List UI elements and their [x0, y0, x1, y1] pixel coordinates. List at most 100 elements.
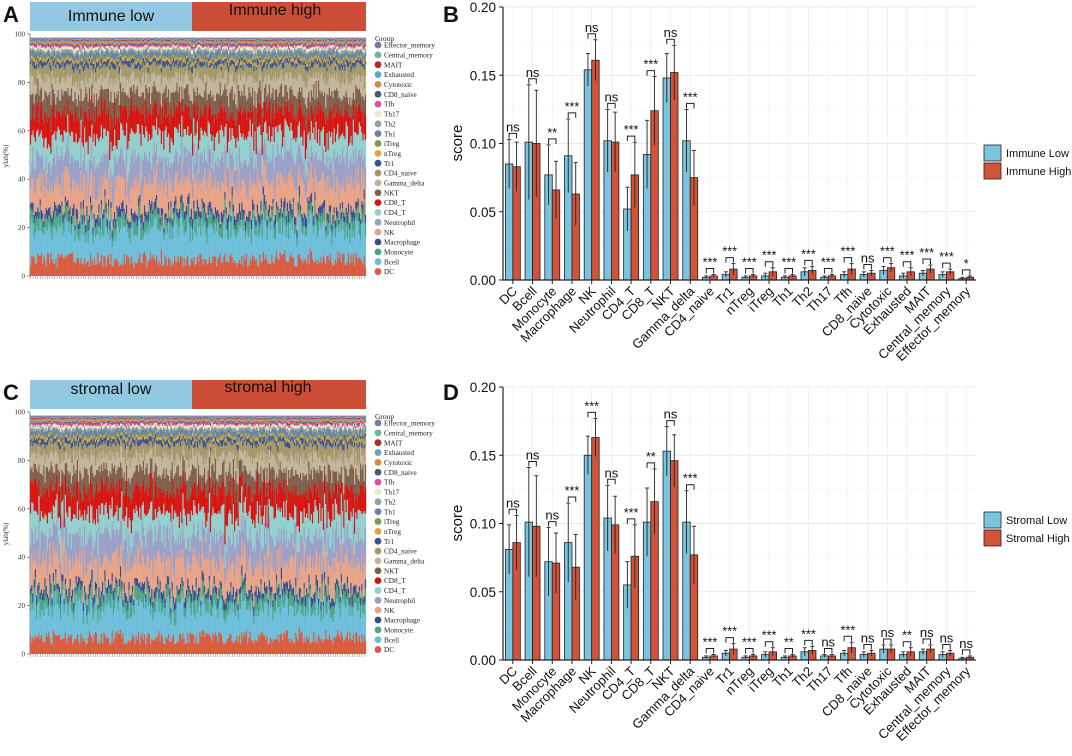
segment-Macrophage — [47, 210, 48, 219]
segment-Central_memory — [220, 39, 221, 40]
segment-NK — [31, 178, 32, 202]
segment-Macrophage — [206, 218, 207, 227]
segment-Bcell — [220, 237, 221, 254]
segment-nTreg — [102, 60, 103, 62]
segment-Tfh — [220, 45, 221, 46]
segment-CD8_naive — [221, 46, 222, 48]
segment-CD4_naive — [268, 64, 269, 76]
segment-CD8_T — [67, 101, 68, 115]
segment-CD4_naive — [245, 62, 246, 76]
segment-Tr1 — [31, 59, 32, 61]
segment-CD8_naive — [160, 44, 161, 45]
segment-NK — [202, 184, 203, 198]
segment-Central_memory — [257, 38, 258, 39]
segment-Macrophage — [216, 211, 217, 218]
segment-nTreg — [48, 57, 49, 59]
segment-Central_memory — [248, 39, 249, 40]
segment-Tfh — [31, 44, 32, 46]
segment-CD4_T — [239, 125, 240, 146]
segment-NK — [215, 177, 216, 207]
segment-MAIT — [186, 40, 187, 41]
segment-Macrophage — [40, 199, 41, 205]
segment-NK — [53, 192, 54, 211]
segment-NKT — [193, 88, 194, 101]
segment-Effector_memory — [61, 38, 62, 39]
segment-Tr1 — [68, 60, 69, 65]
segment-nTreg — [154, 55, 155, 57]
segment-Monocyte — [126, 214, 127, 225]
segment-NKT — [200, 96, 201, 109]
segment-Neutrophil — [68, 149, 69, 176]
segment-Effector_memory — [80, 38, 81, 40]
segment-Bcell — [76, 229, 77, 263]
segment-Macrophage — [44, 214, 45, 220]
segment-DC — [56, 267, 57, 276]
segment-NK — [174, 180, 175, 200]
segment-Monocyte — [193, 208, 194, 223]
segment-Macrophage — [91, 205, 92, 210]
segment-nTreg — [32, 57, 33, 61]
segment-DC — [55, 259, 56, 276]
segment-Th17 — [143, 47, 144, 49]
segment-Tfh — [46, 46, 47, 48]
segment-Neutrophil — [164, 159, 165, 186]
segment-Monocyte — [155, 209, 156, 219]
segment-iTreg — [185, 58, 186, 60]
segment-NK — [232, 171, 233, 187]
segment-Macrophage — [102, 214, 103, 219]
segment-Th17 — [95, 47, 96, 49]
segment-Tr1 — [234, 63, 235, 66]
segment-Cytotoxic — [70, 42, 71, 44]
segment-CD4_naive — [133, 62, 134, 72]
segment-Macrophage — [245, 222, 246, 232]
segment-Central_memory — [104, 39, 105, 40]
segment-DC — [185, 266, 186, 276]
segment-NK — [90, 174, 91, 196]
segment-Central_memory — [256, 40, 257, 41]
segment-Cytotoxic — [92, 44, 93, 45]
segment-Gamma_delta — [168, 78, 169, 89]
segment-Bcell — [196, 236, 197, 264]
sample-bar — [204, 38, 205, 276]
segment-iTreg — [61, 58, 62, 60]
segment-Macrophage — [70, 207, 71, 215]
sample-bar — [242, 38, 243, 276]
segment-Th1 — [208, 51, 209, 54]
segment-CD8_naive — [206, 45, 207, 47]
segment-NK — [34, 189, 35, 215]
segment-CD8_T — [175, 111, 176, 128]
segment-CD4_naive — [236, 70, 237, 88]
segment-Th17 — [215, 48, 216, 50]
segment-Th17 — [36, 48, 37, 50]
segment-DC — [64, 258, 65, 276]
segment-Tfh — [35, 46, 36, 47]
segment-Th17 — [83, 49, 84, 53]
segment-Gamma_delta — [145, 73, 146, 84]
segment-DC — [76, 263, 77, 276]
segment-Macrophage — [209, 202, 210, 208]
segment-CD8_T — [198, 120, 199, 149]
segment-Exhausted — [215, 40, 216, 41]
segment-NK — [244, 178, 245, 210]
segment-Tfh — [245, 45, 246, 47]
segment-nTreg — [218, 57, 219, 59]
segment-Cytotoxic — [112, 41, 113, 43]
segment-Th17 — [121, 47, 122, 51]
segment-iTreg — [48, 55, 49, 57]
segment-Gamma_delta — [114, 78, 115, 92]
segment-NK — [260, 179, 261, 201]
segment-Cytotoxic — [208, 42, 209, 43]
segment-DC — [96, 264, 97, 276]
segment-CD8_naive — [200, 44, 201, 45]
segment-Tfh — [163, 45, 164, 46]
segment-DC — [98, 264, 99, 276]
segment-Monocyte — [265, 210, 266, 222]
segment-nTreg — [68, 58, 69, 60]
segment-Th17 — [227, 47, 228, 50]
segment-Gamma_delta — [53, 79, 54, 90]
segment-Monocyte — [56, 217, 57, 233]
segment-DC — [31, 256, 32, 276]
segment-CD8_naive — [94, 44, 95, 46]
segment-CD8_naive — [130, 43, 131, 44]
segment-CD8_T — [233, 120, 234, 136]
